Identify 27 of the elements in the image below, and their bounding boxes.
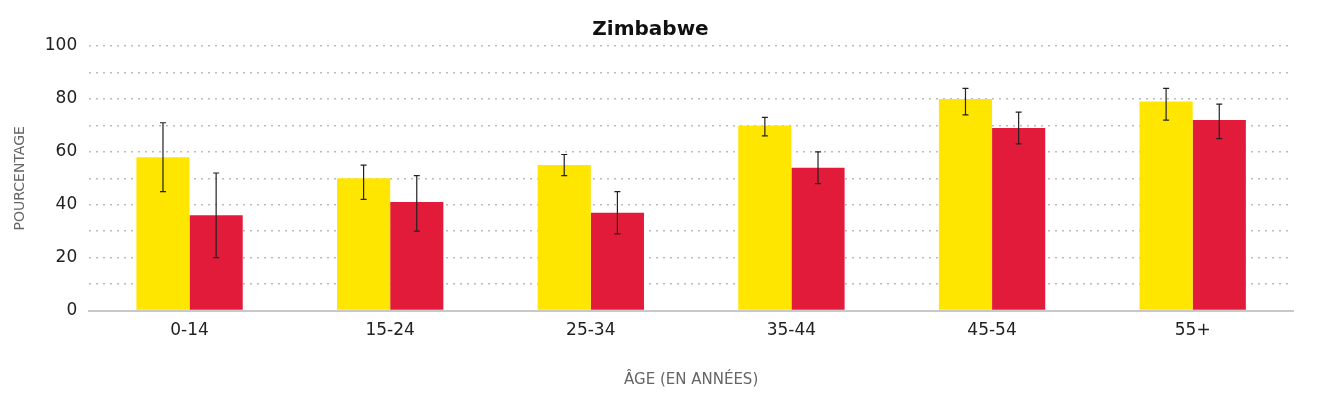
bar	[537, 165, 591, 310]
bar	[791, 167, 845, 310]
bar	[938, 98, 993, 310]
x-tick-label: 0-14	[170, 319, 209, 340]
x-tick-label: 15-24	[365, 319, 415, 340]
bar	[1139, 101, 1193, 310]
x-tick-label: 35-44	[766, 319, 817, 340]
y-tick-label: 20	[55, 246, 78, 267]
bar	[590, 212, 644, 310]
chart-title: Zimbabwe	[592, 16, 709, 41]
bar	[189, 215, 243, 310]
y-tick-label: 0	[66, 299, 78, 320]
bar	[337, 178, 391, 310]
bar	[738, 125, 792, 310]
x-tick-label: 25-34	[566, 319, 616, 340]
y-tick-label: 40	[55, 193, 78, 214]
y-tick-label: 100	[44, 34, 78, 55]
y-tick-label: 80	[55, 87, 78, 108]
bar	[390, 202, 444, 310]
bar	[1192, 120, 1246, 310]
y-axis-title: POURCENTAGE	[11, 126, 28, 231]
x-tick-label: 45-54	[967, 319, 1017, 340]
bar	[992, 128, 1046, 310]
x-tick-label: 55+	[1174, 319, 1211, 340]
y-tick-label: 60	[55, 140, 78, 161]
bar	[136, 157, 190, 310]
x-axis-title: ÂGE (EN ANNÉES)	[624, 368, 759, 388]
